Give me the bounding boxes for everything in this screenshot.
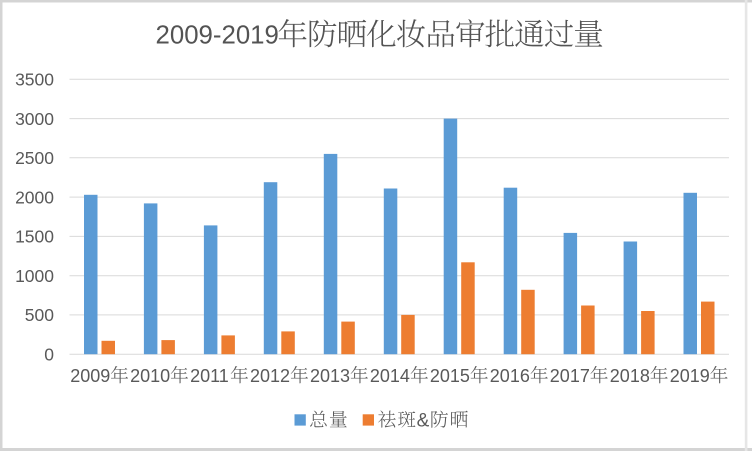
svg-text:2014: 2014 bbox=[370, 366, 410, 386]
svg-text:2013: 2013 bbox=[310, 366, 350, 386]
svg-text:2010: 2010 bbox=[130, 366, 170, 386]
svg-text:2009-2019: 2009-2019 bbox=[156, 22, 279, 50]
svg-text:2017: 2017 bbox=[550, 366, 590, 386]
svg-text:2012: 2012 bbox=[250, 366, 290, 386]
svg-text:2015: 2015 bbox=[430, 366, 470, 386]
svg-text:2000: 2000 bbox=[15, 187, 54, 207]
svg-text:0: 0 bbox=[44, 344, 54, 364]
svg-text:2011: 2011 bbox=[190, 366, 229, 386]
svg-text:2016: 2016 bbox=[490, 366, 530, 386]
svg-text:2500: 2500 bbox=[15, 148, 54, 168]
svg-text:&: & bbox=[417, 410, 430, 431]
svg-text:2018: 2018 bbox=[610, 366, 650, 386]
svg-text:2009: 2009 bbox=[70, 366, 110, 386]
svg-text:3000: 3000 bbox=[15, 109, 54, 129]
svg-text:2019: 2019 bbox=[670, 366, 710, 386]
svg-text:3500: 3500 bbox=[15, 70, 54, 90]
svg-text:1000: 1000 bbox=[15, 266, 54, 286]
svg-text:1500: 1500 bbox=[15, 227, 54, 247]
svg-text:500: 500 bbox=[25, 305, 54, 325]
